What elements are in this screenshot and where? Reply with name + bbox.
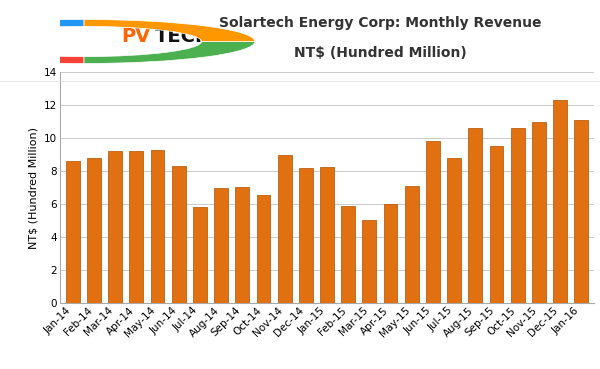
- Wedge shape: [84, 20, 255, 41]
- Wedge shape: [0, 20, 84, 41]
- Bar: [447, 158, 461, 303]
- Bar: [299, 168, 313, 303]
- Bar: [257, 195, 271, 303]
- Bar: [108, 151, 122, 303]
- Bar: [383, 204, 397, 303]
- Bar: [87, 158, 101, 303]
- Bar: [278, 155, 292, 303]
- Y-axis label: NT$ (Hundred Million): NT$ (Hundred Million): [28, 127, 38, 248]
- Text: PV: PV: [121, 27, 151, 46]
- Bar: [172, 166, 185, 303]
- Wedge shape: [84, 41, 255, 63]
- Bar: [405, 186, 419, 303]
- Wedge shape: [0, 41, 84, 63]
- Bar: [426, 141, 440, 303]
- Bar: [511, 128, 524, 303]
- Bar: [320, 167, 334, 303]
- Bar: [130, 151, 143, 303]
- Text: TECH: TECH: [155, 27, 212, 46]
- Text: Solartech Energy Corp: Monthly Revenue: Solartech Energy Corp: Monthly Revenue: [219, 16, 542, 30]
- Bar: [553, 100, 567, 303]
- Bar: [362, 220, 376, 303]
- Bar: [574, 120, 588, 303]
- Bar: [469, 128, 482, 303]
- Bar: [193, 207, 207, 303]
- Bar: [66, 161, 80, 303]
- Bar: [341, 206, 355, 303]
- Bar: [151, 150, 164, 303]
- Bar: [214, 187, 228, 303]
- Text: NT$ (Hundred Million): NT$ (Hundred Million): [294, 46, 467, 60]
- Bar: [490, 146, 503, 303]
- Bar: [235, 187, 249, 303]
- Bar: [532, 122, 546, 303]
